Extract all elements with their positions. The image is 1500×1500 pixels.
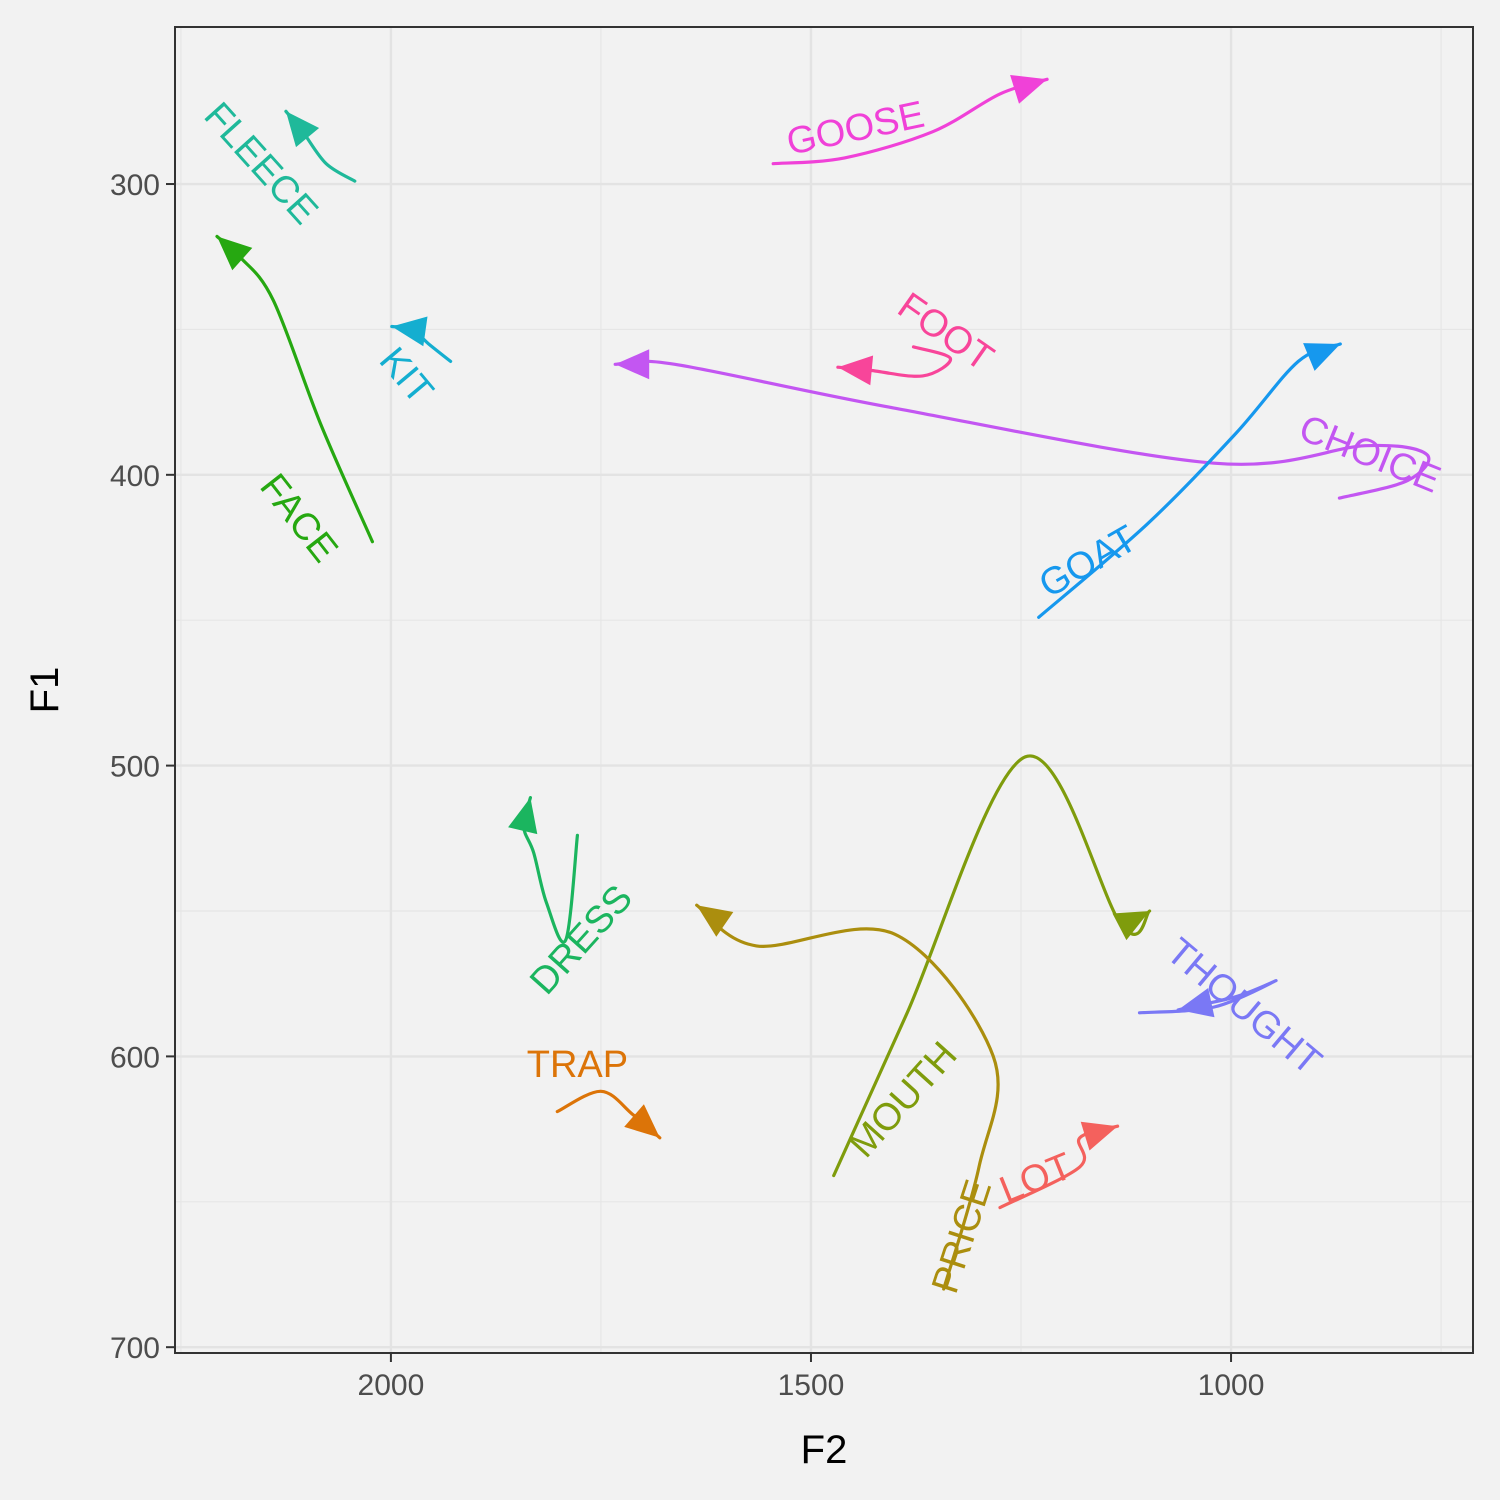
arrowhead-face [217,236,253,271]
arrowhead-thought [1178,988,1215,1018]
trajectory-goat [1037,342,1342,619]
y-tick-label: 500 [110,751,160,784]
y-tick-label: 700 [110,1332,160,1365]
x-tick-label: 1000 [1198,1369,1265,1402]
label-trap: TRAP [527,1044,628,1086]
series-trap: TRAP [527,1044,662,1140]
x-tick-label: 1500 [778,1369,845,1402]
y-tick-label: 400 [110,460,160,493]
y-axis-title: F1 [23,667,67,714]
arrowhead-fleece [285,111,320,148]
trajectory-goose [771,77,1049,166]
arrowhead-dress [508,797,538,835]
x-axis-title: F2 [801,1428,848,1472]
y-tick-label: 600 [110,1041,160,1074]
arrowhead-price [696,905,734,937]
arrowhead-mouth [1112,911,1150,941]
arrowhead-trap [624,1104,660,1138]
y-tick-label: 300 [110,169,160,202]
x-tick-label: 2000 [358,1369,425,1402]
arrowhead-choice [615,349,650,380]
arrowhead-lot [1080,1121,1118,1151]
arrowhead-goat [1303,343,1341,371]
axes: 2000 1500 1000 300 400 500 600 700 [110,169,1264,1402]
plot-panel [175,27,1473,1353]
arrowhead-foot [837,355,874,386]
arrowhead-goose [1010,75,1048,104]
arrowhead-kit [391,316,428,347]
grid [175,27,1473,1353]
plot-border [174,26,1474,1354]
trajectory-price [695,903,1000,1291]
